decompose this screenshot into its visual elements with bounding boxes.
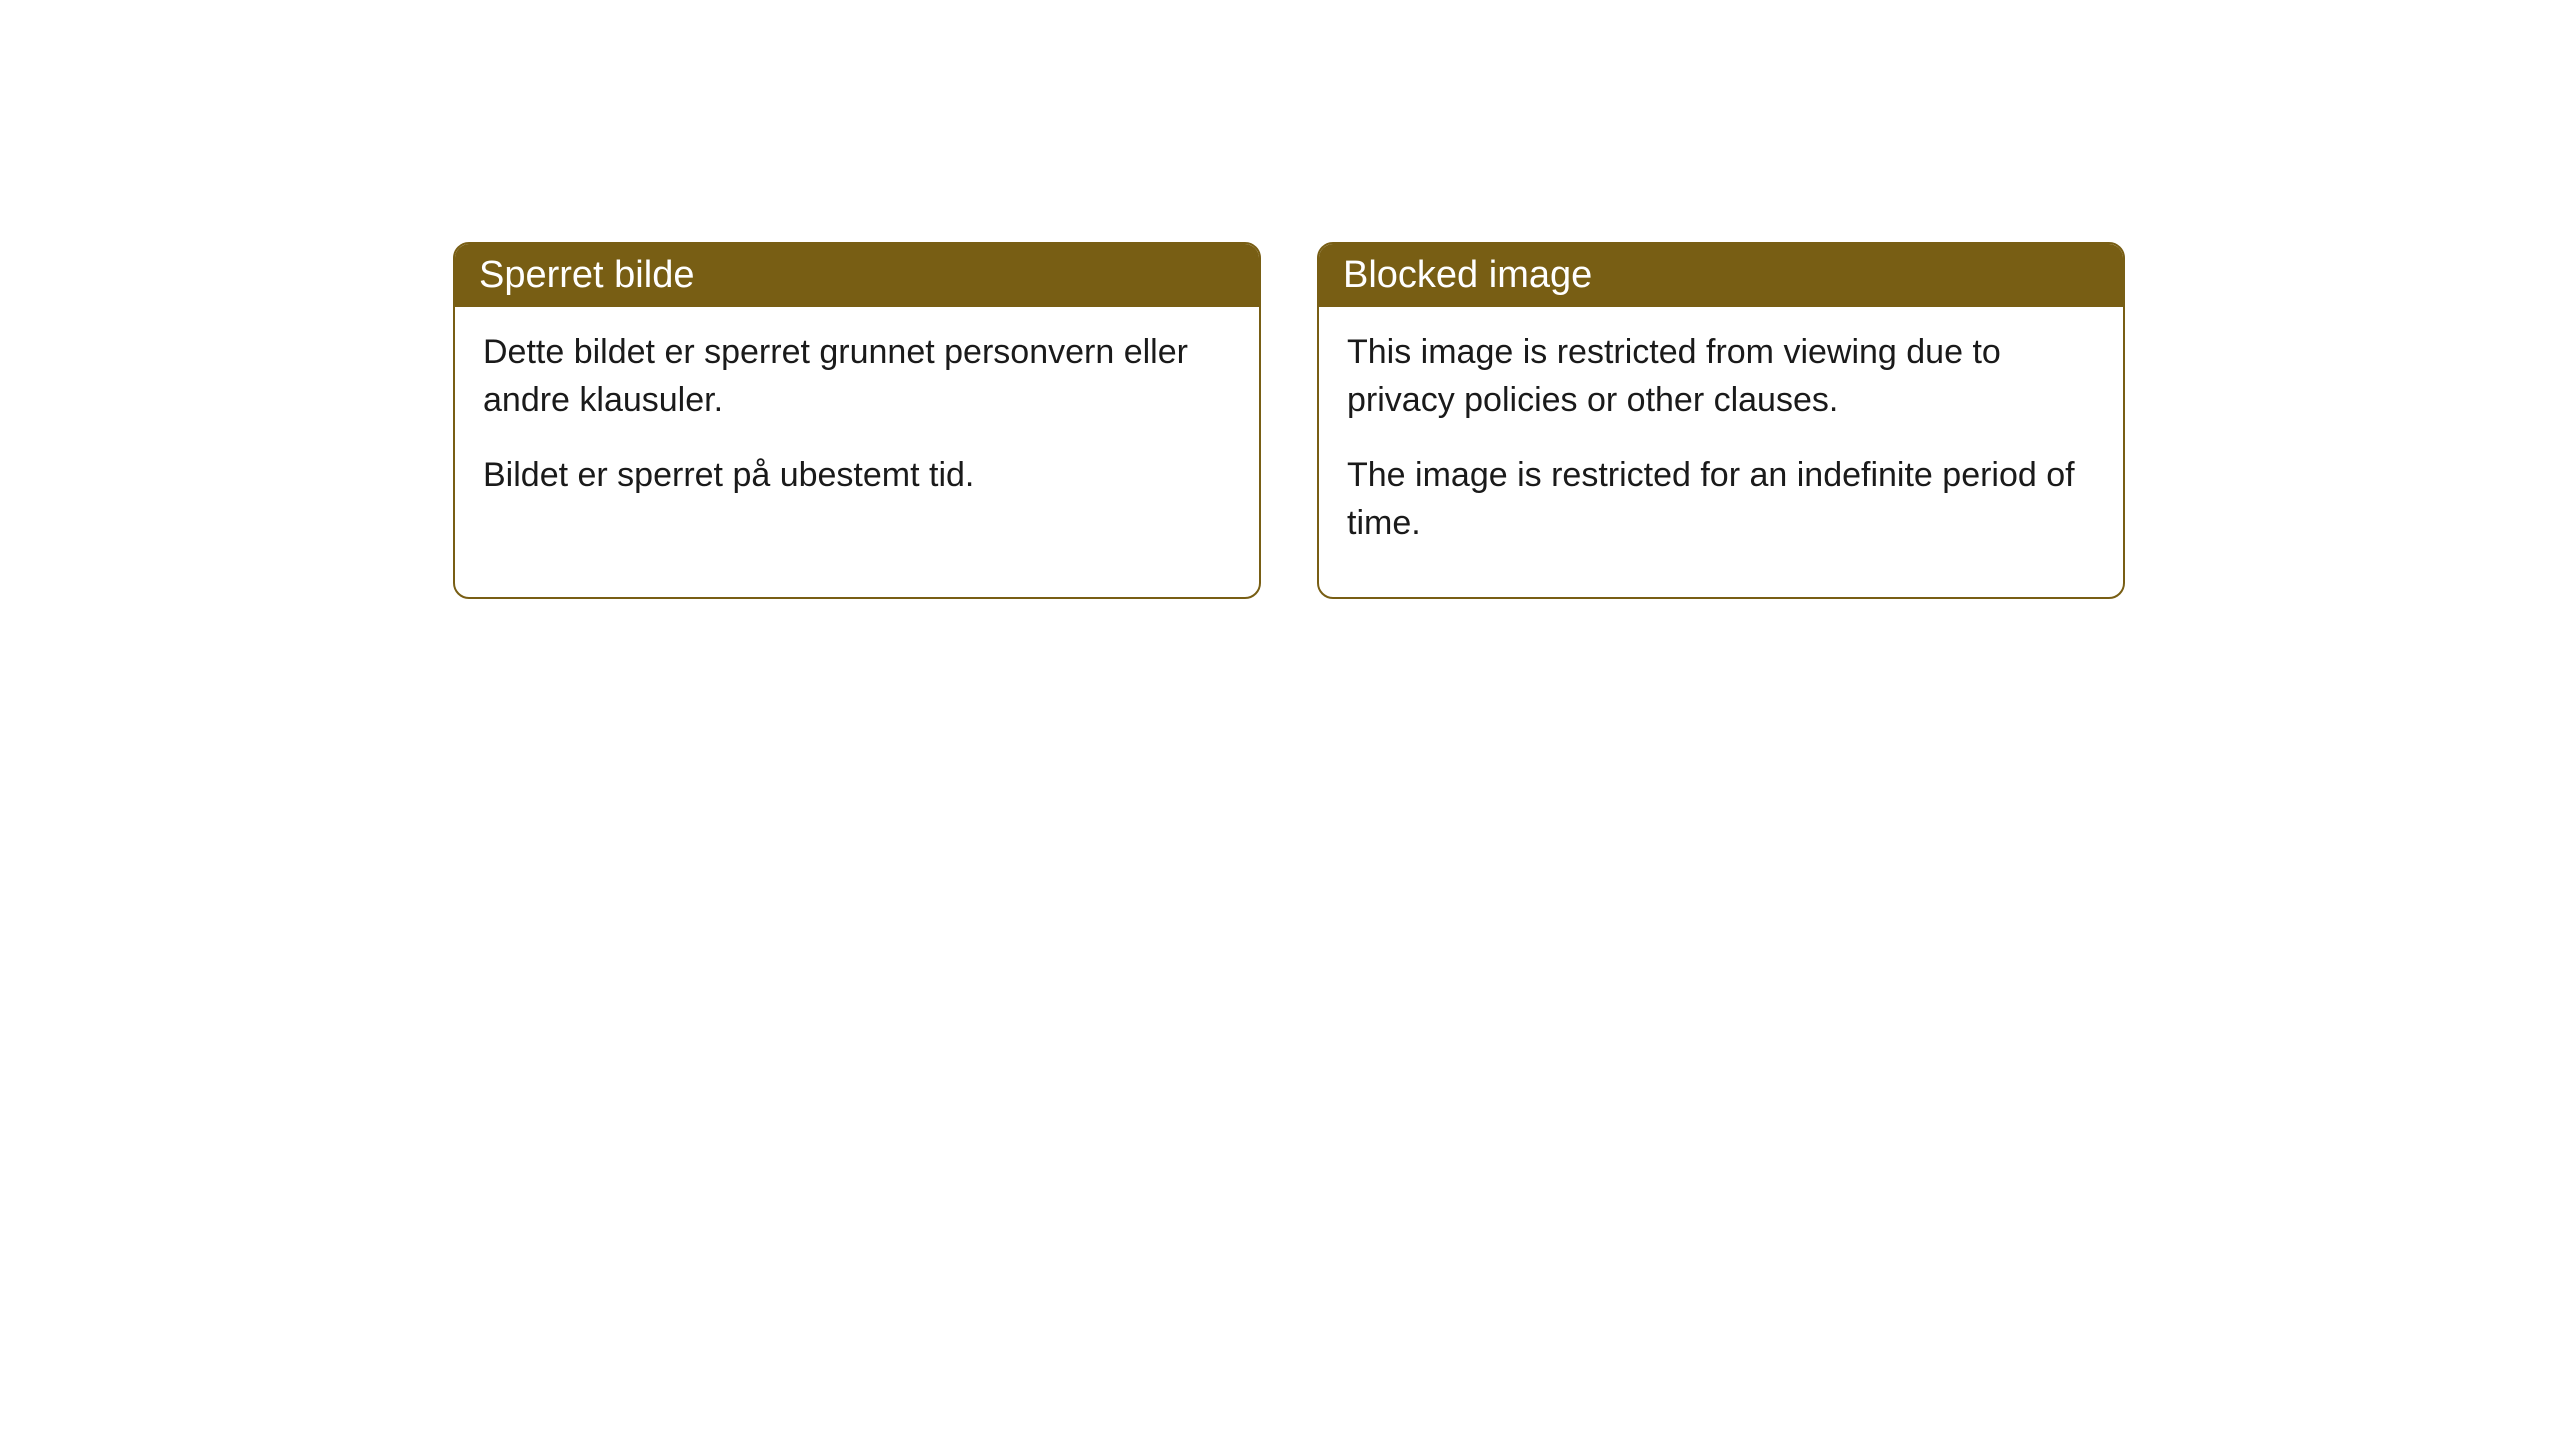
card-body: Dette bildet er sperret grunnet personve… [455, 307, 1259, 550]
card-paragraph: The image is restricted for an indefinit… [1347, 452, 2095, 547]
card-paragraph: Dette bildet er sperret grunnet personve… [483, 329, 1231, 424]
blocked-image-card-english: Blocked image This image is restricted f… [1317, 242, 2125, 599]
card-header: Blocked image [1319, 244, 2123, 307]
card-body: This image is restricted from viewing du… [1319, 307, 2123, 597]
card-paragraph: Bildet er sperret på ubestemt tid. [483, 452, 1231, 500]
card-paragraph: This image is restricted from viewing du… [1347, 329, 2095, 424]
blocked-image-card-norwegian: Sperret bilde Dette bildet er sperret gr… [453, 242, 1261, 599]
card-header: Sperret bilde [455, 244, 1259, 307]
card-title: Blocked image [1343, 254, 1592, 296]
notice-cards-container: Sperret bilde Dette bildet er sperret gr… [453, 242, 2125, 599]
card-title: Sperret bilde [479, 254, 694, 296]
